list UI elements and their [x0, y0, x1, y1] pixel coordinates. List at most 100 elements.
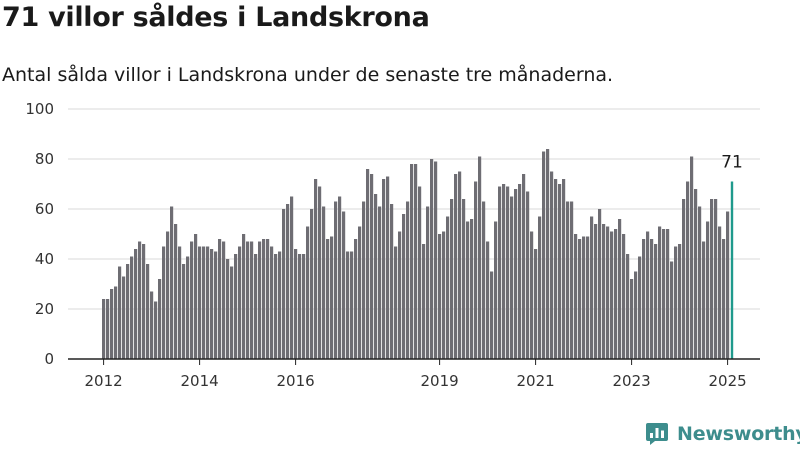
- bar: [630, 279, 634, 359]
- bar: [726, 211, 730, 359]
- y-tick-label-20: 20: [35, 300, 54, 318]
- y-tick-label-80: 80: [35, 150, 54, 168]
- bar: [550, 171, 554, 359]
- bar: [166, 231, 170, 359]
- bar: [546, 149, 550, 359]
- brand-name: Newsworthy: [677, 423, 800, 445]
- data-label-latest: 71: [721, 153, 743, 173]
- bar: [498, 186, 502, 359]
- bar: [242, 234, 246, 359]
- bar: [682, 199, 686, 359]
- bar: [562, 179, 566, 359]
- bar: [358, 226, 362, 359]
- bars: [102, 149, 734, 359]
- bar: [226, 259, 230, 359]
- bar: [382, 179, 386, 359]
- bar: [182, 264, 186, 359]
- bar: [126, 264, 130, 359]
- bar: [326, 239, 330, 359]
- bar: [482, 201, 486, 359]
- bar: [642, 239, 646, 359]
- bar: [270, 246, 274, 359]
- bar: [378, 206, 382, 359]
- bar: [602, 224, 606, 359]
- bar: [406, 201, 410, 359]
- bar: [662, 229, 666, 359]
- bar: [362, 201, 366, 359]
- bar: [138, 241, 142, 359]
- bar: [306, 226, 310, 359]
- bar: [614, 229, 618, 359]
- bar: [542, 151, 546, 359]
- bar: [370, 174, 374, 359]
- bar: [590, 216, 594, 359]
- bar: [634, 271, 638, 359]
- x-tick-label-2019: 2019: [421, 372, 459, 390]
- newsworthy-logo-icon: [646, 423, 668, 445]
- bar: [250, 241, 254, 359]
- bar: [718, 226, 722, 359]
- bar: [446, 216, 450, 359]
- bar: [206, 246, 210, 359]
- bar: [414, 164, 418, 359]
- bar: [258, 241, 262, 359]
- bar: [570, 201, 574, 359]
- bar: [290, 196, 294, 359]
- bar: [694, 189, 698, 359]
- bar: [582, 236, 586, 359]
- bar: [374, 194, 378, 359]
- bar: [574, 234, 578, 359]
- bar: [198, 246, 202, 359]
- bar: [418, 186, 422, 359]
- bar: [698, 206, 702, 359]
- bar: [514, 189, 518, 359]
- bar: [162, 246, 166, 359]
- bar: [330, 236, 334, 359]
- bar: [350, 251, 354, 359]
- bar: [234, 254, 238, 359]
- bar: [294, 249, 298, 359]
- bar: [530, 231, 534, 359]
- bar: [598, 209, 602, 359]
- bar: [586, 236, 590, 359]
- bar: [398, 231, 402, 359]
- bar: [466, 221, 470, 359]
- bar: [174, 224, 178, 359]
- bar: [194, 234, 198, 359]
- bar: [458, 171, 462, 359]
- bar: [654, 244, 658, 359]
- bar: [394, 246, 398, 359]
- y-tick-label-100: 100: [25, 100, 54, 118]
- bar: [238, 246, 242, 359]
- bar-latest: [730, 181, 734, 359]
- bar: [722, 239, 726, 359]
- bar: [134, 249, 138, 359]
- bar: [594, 224, 598, 359]
- bar: [158, 279, 162, 359]
- bar: [518, 184, 522, 359]
- bar: [118, 266, 122, 359]
- bar: [670, 261, 674, 359]
- bar: [538, 216, 542, 359]
- bar: [154, 301, 158, 359]
- bar: [146, 264, 150, 359]
- bar: [278, 251, 282, 359]
- bar: [554, 179, 558, 359]
- bar: [566, 201, 570, 359]
- bar: [622, 234, 626, 359]
- bar: [338, 196, 342, 359]
- y-tick-label-0: 0: [44, 350, 54, 368]
- bar: [426, 206, 430, 359]
- bar: [470, 219, 474, 359]
- bar: [638, 256, 642, 359]
- bar: [618, 219, 622, 359]
- bar: [714, 199, 718, 359]
- bar: [494, 221, 498, 359]
- bar: [454, 174, 458, 359]
- bar: [510, 196, 514, 359]
- bar: [262, 239, 266, 359]
- bar: [346, 251, 350, 359]
- bar: [222, 241, 226, 359]
- bar: [274, 254, 278, 359]
